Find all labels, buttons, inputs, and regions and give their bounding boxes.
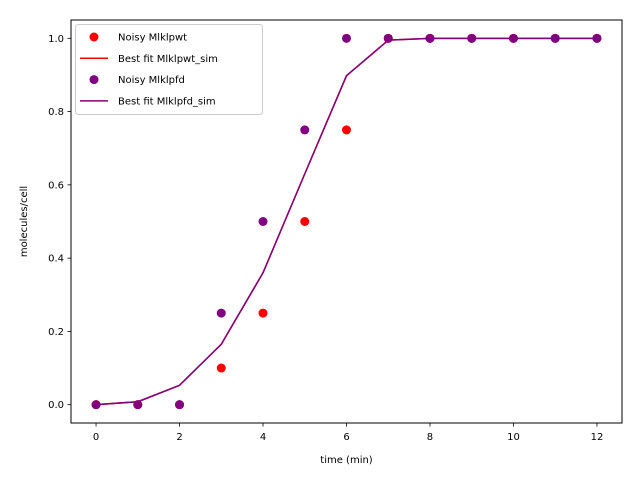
- x-tick-label: 8: [427, 432, 433, 443]
- y-tick-label: 0.2: [48, 327, 64, 338]
- legend-marker-swatch: [89, 32, 99, 42]
- data-point-noisy-mlklpfd: [258, 217, 268, 226]
- x-tick-label: 6: [343, 432, 349, 443]
- y-tick-label: 1.0: [48, 34, 64, 45]
- data-point-noisy-mlklpwt: [258, 308, 268, 318]
- x-tick-label: 0: [93, 432, 99, 443]
- plot-marks: [91, 33, 602, 410]
- data-point-noisy-mlklpwt: [216, 363, 226, 373]
- x-tick-label: 12: [591, 432, 604, 443]
- legend-label: Best fit Mlklpfd_sim: [118, 96, 216, 107]
- data-point-noisy-mlklpfd: [175, 400, 185, 410]
- legend-label: Noisy Mlklpwt: [118, 33, 187, 44]
- legend-marker-swatch: [89, 75, 99, 85]
- x-tick-label: 2: [176, 432, 182, 443]
- data-point-noisy-mlklpwt: [300, 217, 310, 226]
- y-tick-label: 0.0: [48, 400, 64, 411]
- y-tick-label: 0.4: [48, 254, 64, 265]
- y-tick-label: 0.8: [48, 107, 64, 118]
- legend-label: Noisy Mlklpfd: [118, 75, 185, 86]
- x-axis-ticks: 0 2 4 6 8 10 12: [93, 423, 603, 443]
- legend-box: [75, 24, 263, 115]
- x-tick-label: 4: [260, 432, 266, 443]
- legend-label: Best fit Mlklpwt_sim: [118, 54, 218, 65]
- data-point-noisy-mlklpfd: [383, 33, 393, 43]
- legend: Noisy Mlklpwt Best fit Mlklpwt_sim Noisy M…: [75, 24, 263, 115]
- x-axis-label: time (min): [320, 455, 373, 466]
- y-tick-label: 0.6: [48, 180, 64, 191]
- x-tick-label: 10: [507, 432, 520, 443]
- y-axis-ticks: 0.0 0.2 0.4 0.6 0.8 1.0: [48, 34, 71, 411]
- data-point-noisy-mlklpfd: [216, 308, 226, 318]
- series-line-best-fit-mlklpfd-sim: [95, 37, 597, 406]
- data-point-noisy-mlklpfd: [300, 125, 310, 135]
- y-axis-label: molecules/cell: [19, 186, 30, 257]
- data-point-noisy-mlklpfd: [342, 33, 351, 43]
- data-point-noisy-mlklpwt: [342, 125, 351, 135]
